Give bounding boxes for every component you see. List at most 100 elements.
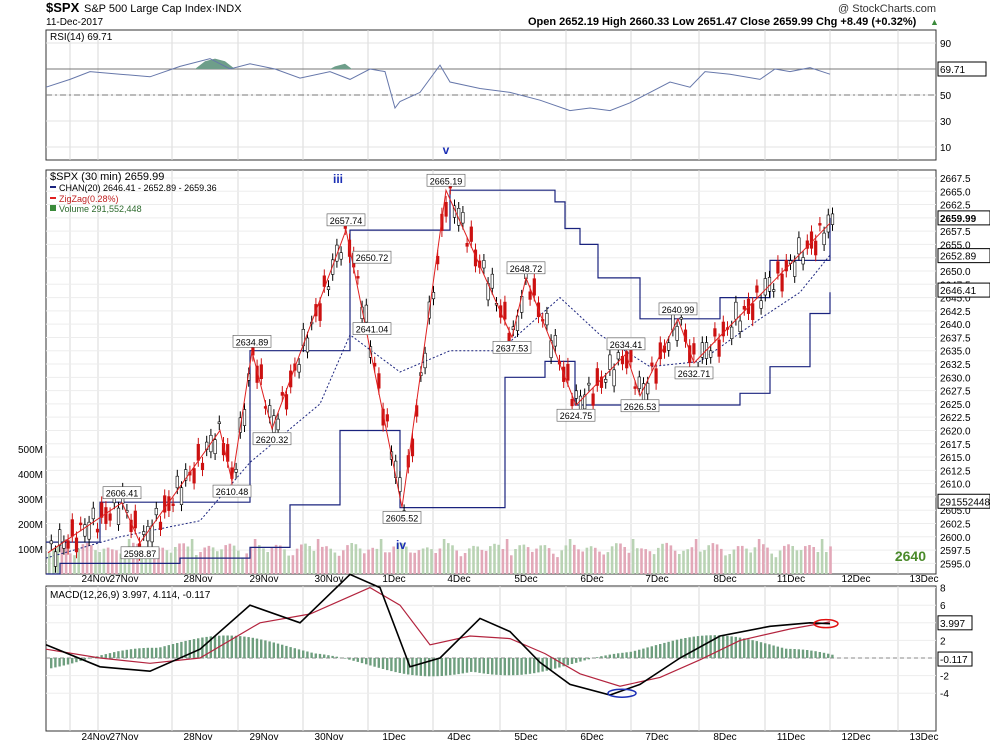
x-axis-label: 29Nov	[250, 732, 279, 743]
macd-hist-bar	[474, 658, 477, 673]
pivot-label-box	[556, 408, 596, 422]
rsi-label: RSI(14) 69.71	[50, 32, 113, 43]
candle-body	[608, 354, 612, 370]
pivot-label: 2610.48	[216, 487, 249, 497]
macd-hist-bar	[428, 658, 431, 677]
candle-body	[444, 202, 448, 217]
volume-tick: 300M	[18, 495, 43, 506]
macd-hist-bar	[129, 649, 133, 658]
pivot-label-box	[102, 486, 142, 500]
volume-bar	[594, 547, 597, 574]
macd-hist-bar	[768, 644, 771, 658]
macd-hist-bar	[293, 648, 296, 658]
macd-hist-bar	[243, 636, 246, 658]
candle-body	[751, 303, 755, 321]
current-close-box-value: 2659.99	[940, 214, 977, 225]
volume-bar	[657, 547, 660, 574]
macd-hist-bar	[642, 648, 645, 658]
candle-body	[503, 301, 507, 320]
legend-zigzag: ZigZag(0.28%)	[59, 194, 119, 204]
volume-bar	[354, 544, 358, 574]
macd-hist-bar	[688, 637, 691, 658]
volume-bar	[463, 553, 467, 574]
macd-hist-bar	[289, 647, 292, 658]
macd-hist-bar	[117, 651, 120, 658]
pivot-label: 2648.72	[510, 264, 543, 274]
volume-bar	[829, 546, 832, 574]
macd-hist-bar	[696, 636, 700, 658]
volume-bar	[636, 548, 639, 574]
candle-body	[70, 519, 74, 537]
volume-bar	[384, 552, 387, 574]
macd-hist-bar	[520, 658, 523, 675]
candle-body	[104, 507, 108, 524]
macd-label: MACD(12,26,9) 3.997, 4.114, -0.117	[50, 590, 211, 601]
candle-body	[242, 409, 247, 426]
volume-bar	[295, 548, 299, 574]
candle-body	[158, 521, 163, 530]
macd-hist-bar	[108, 653, 112, 658]
x-axis-label: 8Dec	[713, 574, 736, 585]
price-tick: 2620.0	[940, 426, 971, 437]
volume-bar	[615, 543, 618, 574]
volume-bar	[350, 543, 353, 574]
volume-bar	[484, 550, 488, 574]
macd-hist-bar	[465, 658, 469, 673]
macd-hist-bar	[638, 649, 641, 658]
volume-bar	[652, 554, 656, 574]
x-axis-label: 1Dec	[382, 574, 405, 585]
candle-body	[612, 369, 616, 387]
volume-bar	[631, 539, 635, 574]
macd-hist-bar	[600, 656, 603, 658]
volume-bar	[258, 545, 261, 574]
candle-body	[163, 495, 167, 513]
candle-body	[570, 398, 574, 407]
candle-body	[730, 326, 734, 340]
macd-hist-bar	[234, 635, 238, 658]
macd-hist-bar	[806, 650, 809, 658]
macd-hist-bar	[461, 658, 464, 674]
macd-hist-bar	[491, 658, 494, 675]
macd-hist-bar	[579, 658, 582, 662]
macd-hist-bar	[239, 636, 242, 658]
volume-bar	[342, 550, 345, 574]
legend-chan: CHAN(20) 2646.41 - 2652.89 - 2659.36	[59, 183, 217, 193]
x-axis-label: 11Dec	[777, 732, 805, 743]
volume-bar	[115, 550, 118, 574]
candle-body	[360, 306, 364, 320]
volume-bar	[753, 547, 757, 574]
candle-body	[713, 328, 717, 337]
price-tick: 2597.5	[940, 546, 971, 557]
volume-bar	[468, 548, 471, 574]
candle-body	[793, 261, 797, 277]
macd-low-marker	[607, 688, 637, 698]
x-axis-label: 24Nov	[82, 574, 111, 585]
volume-bar	[321, 546, 324, 574]
date-label: 11-Dec-2017	[46, 17, 104, 28]
volume-bar	[455, 550, 458, 574]
macd-tick: -4	[940, 689, 949, 700]
candle-body	[331, 259, 335, 275]
macd-hist-bar	[566, 658, 569, 666]
volume-bar	[304, 543, 307, 574]
candle-body	[364, 304, 368, 323]
macd-hist-bar	[390, 658, 393, 672]
volume-bar	[442, 539, 446, 574]
candle-body	[276, 418, 280, 431]
macd-hist-bar	[163, 646, 166, 658]
candle-body	[171, 503, 175, 506]
macd-hist-bar	[92, 657, 95, 658]
volume-bar	[157, 548, 160, 574]
rsi-tick: 90	[940, 39, 952, 50]
volume-bar	[711, 543, 715, 574]
macd-hist-bar	[407, 658, 410, 675]
volume-bar	[48, 552, 51, 574]
volume-bar	[732, 549, 736, 574]
volume-bar	[274, 544, 278, 574]
volume-bar	[535, 548, 538, 574]
macd-hist-bar	[134, 648, 137, 658]
x-axis-label: 24Nov	[82, 732, 111, 743]
price-tick: 2665.0	[940, 187, 971, 198]
candle-body	[356, 276, 360, 279]
